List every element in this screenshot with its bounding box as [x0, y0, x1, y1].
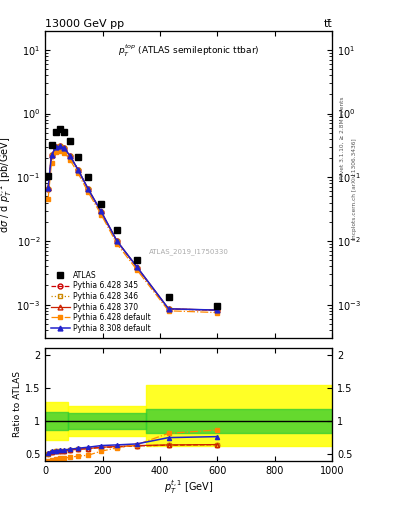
- Y-axis label: Ratio to ATLAS: Ratio to ATLAS: [13, 372, 22, 437]
- Text: ATLAS_2019_I1750330: ATLAS_2019_I1750330: [149, 248, 229, 255]
- Text: 13000 GeV pp: 13000 GeV pp: [45, 18, 124, 29]
- Text: $p_T^{top}$ (ATLAS semileptonic ttbar): $p_T^{top}$ (ATLAS semileptonic ttbar): [118, 43, 259, 59]
- Y-axis label: d$\sigma$ / d $p_T^{t,1}$ [pb/GeV]: d$\sigma$ / d $p_T^{t,1}$ [pb/GeV]: [0, 136, 14, 232]
- Text: Rivet 3.1.10, ≥ 2.8M events: Rivet 3.1.10, ≥ 2.8M events: [340, 97, 345, 180]
- Text: mcplots.cern.ch [arXiv:1306.3436]: mcplots.cern.ch [arXiv:1306.3436]: [352, 139, 357, 240]
- X-axis label: $p_T^{t,1}$ [GeV]: $p_T^{t,1}$ [GeV]: [164, 478, 213, 496]
- Text: tt̄: tt̄: [323, 18, 332, 29]
- Legend: ATLAS, Pythia 6.428 345, Pythia 6.428 346, Pythia 6.428 370, Pythia 6.428 defaul: ATLAS, Pythia 6.428 345, Pythia 6.428 34…: [49, 269, 152, 334]
